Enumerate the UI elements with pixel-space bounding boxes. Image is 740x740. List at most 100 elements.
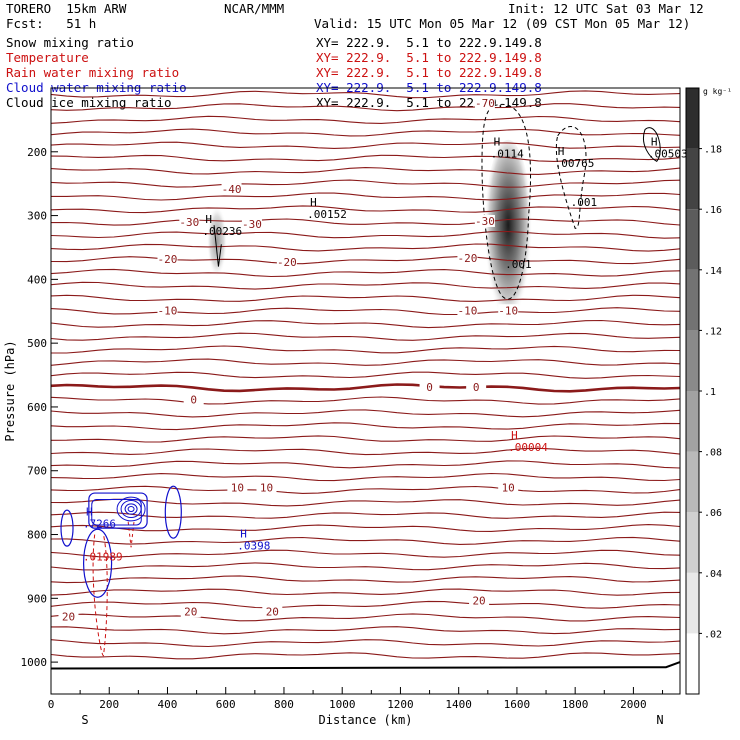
y-tick-label: 200 [27,146,47,159]
isotherm-label-bg [256,481,277,494]
y-tick-label: 800 [27,529,47,542]
isotherm-label-bg [474,214,495,227]
field-xy-rain: XY= 222.9. 5.1 to 222.9.149.8 [316,65,542,80]
isotherm-label-bg [262,605,283,618]
contour-label: .001 [571,196,598,209]
cloud-water-contour [116,496,146,522]
valid-time: Valid: 15 UTC Mon 05 Mar 12 (09 CST Mon … [314,16,691,31]
isotherm-label: 20 [62,610,75,623]
x-tick-label: 200 [99,698,119,711]
south-end-label: S [81,713,88,727]
cloud-water-contour [120,500,142,519]
isotherm-line [50,626,681,635]
isotherm-label-bg [180,605,201,618]
isotherm-line [50,243,681,252]
isotherm-line [50,256,681,265]
isotherm-line [50,460,681,469]
colorbar-bin [686,330,699,391]
isotherm-label-bg [457,251,478,264]
isotherm-line [50,319,681,329]
colorbar-tick-label: .02 [704,629,722,640]
isotherm-line [50,575,681,584]
isotherm-line [50,639,681,648]
init-time: Init: 12 UTC Sat 03 Mar 12 [508,1,704,16]
colorbar-unit: g kg⁻¹ [703,87,732,96]
y-tick-label: 400 [27,273,47,286]
cloud-water-contour [82,528,113,598]
extremum-marker: H [205,213,212,226]
rain-contour [127,521,135,548]
isotherm-label-bg [474,96,495,109]
isotherm-line [50,409,681,418]
model-title: TORERO 15km ARW [6,1,127,16]
isotherm-label: 10 [502,482,515,495]
ice-contour [481,103,532,300]
x-tick-label: 800 [274,698,294,711]
x-tick-label: 400 [158,698,178,711]
isotherm-line [50,281,681,290]
isotherm-line [50,562,681,571]
isotherm-label-bg [241,218,262,231]
isotherm-label: -70 [475,97,495,110]
isotherm-label-bg [276,255,297,268]
field-label-snow: Snow mixing ratio [6,35,134,50]
forecast-hour: Fcst: 51 h [6,16,97,31]
isotherm-line [50,115,681,124]
colorbar-bin [686,633,699,694]
extremum-value: .0398 [237,540,270,553]
field-label-rain: Rain water mixing ratio [6,65,180,80]
isotherm-line [50,205,681,214]
colorbar-tick-label: .16 [704,205,722,216]
isotherm-line [50,613,681,622]
extremum-value: .00004 [508,441,548,454]
isotherm-line [50,103,681,112]
isotherm-line [50,179,681,188]
isotherm-label-bg [179,216,200,229]
x-tick-label: 1800 [562,698,589,711]
colorbar-tick-label: .1 [704,387,716,398]
cloud-water-contour [88,492,148,529]
isotherm-label: 20 [266,605,279,618]
extremum-marker: H [511,429,518,442]
ground-line [50,661,681,670]
isotherm-line [50,549,681,558]
cloud-water-contour [124,503,138,515]
isotherm-line [50,435,681,443]
isotherm-line [50,154,681,162]
colorbar-tick-label: .14 [704,266,722,277]
colorbar-tick-label: .06 [704,508,722,519]
isotherm-line [50,472,681,482]
isotherm-line [50,588,681,596]
colorbar-tick-label: .08 [704,448,722,459]
isotherm-label: -40 [222,183,242,196]
isotherm-label-bg [183,393,204,406]
x-tick-label: 600 [216,698,236,711]
isotherm-line [50,511,681,519]
cloud-water-contour [91,498,142,526]
isotherm-label: -30 [475,215,495,228]
colorbar-tick-label: .18 [704,145,722,156]
isotherm-label-bg [498,304,519,317]
x-tick-label: 1400 [445,698,472,711]
isotherm-label: -30 [179,216,199,229]
isotherm-line [50,332,681,341]
isotherm-label: -10 [158,304,178,317]
extremum-marker: H [651,135,658,148]
north-end-label: N [656,713,663,727]
isotherm-label: -20 [277,256,297,269]
cloud-water-contour [60,509,74,547]
isotherm-label-bg [469,594,490,607]
isotherm-label-bg [419,380,440,393]
isotherm-line [50,536,681,545]
isotherm-line [50,358,681,366]
isotherm-label: -10 [498,304,518,317]
colorbar-bin [686,148,699,210]
isotherm-line [50,218,681,226]
y-axis-label: Pressure (hPa) [3,340,17,441]
extremum-marker: H [494,135,501,148]
y-tick-label: 700 [27,465,47,478]
x-tick-label: 1600 [504,698,531,711]
isotherm-label-bg [58,610,79,623]
isotherm-line [51,345,681,354]
